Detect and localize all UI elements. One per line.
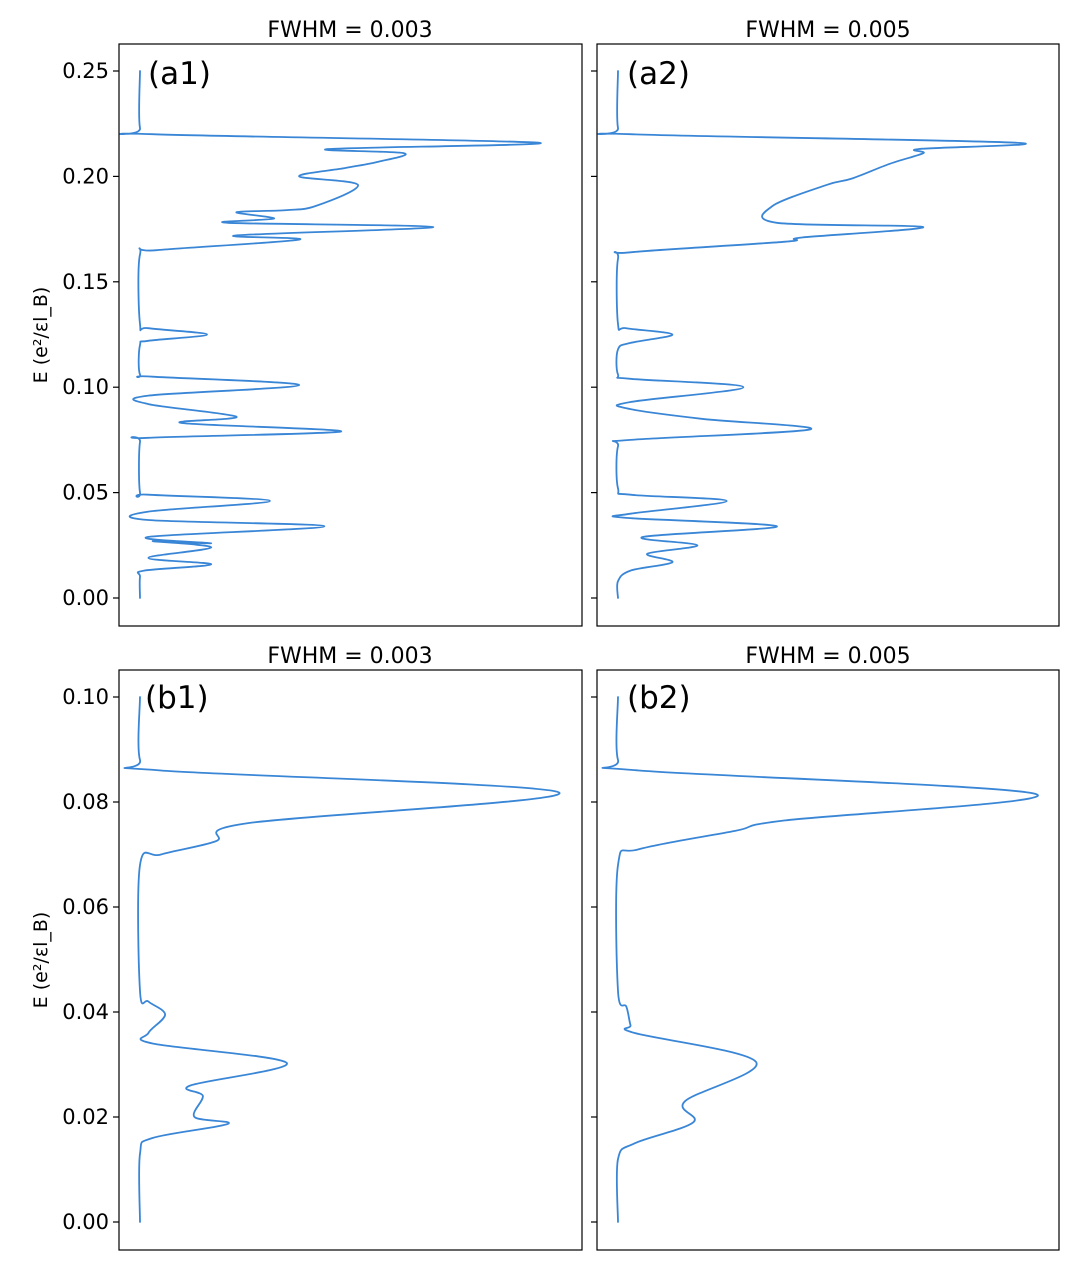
y-tick-label: 0.04 <box>62 1000 109 1024</box>
panel-b2-label: (b2) <box>627 680 691 716</box>
panel-b1-y-ticks: 0.00 0.02 0.04 0.06 0.08 0.10 <box>62 685 119 1234</box>
panel-a2: FWHM = 0.005 (a2) <box>591 18 1060 627</box>
panel-a2-y-ticks <box>591 70 597 599</box>
panel-a2-title: FWHM = 0.005 <box>745 18 910 43</box>
panel-b2: FWHM = 0.005 (b2) <box>591 644 1060 1251</box>
y-tick-label: 0.20 <box>62 164 109 188</box>
panel-b2-frame <box>596 669 1060 1251</box>
panel-b2-dos-curve <box>601 696 1039 1223</box>
y-tick-label: 0.10 <box>62 685 109 709</box>
y-tick-label: 0.25 <box>62 59 109 83</box>
panel-b2-y-ticks <box>591 696 597 1223</box>
panel-b1-dos-curve <box>123 696 560 1223</box>
y-tick-label: 0.08 <box>62 790 109 814</box>
y-tick-label: 0.00 <box>62 1210 109 1234</box>
y-tick-label: 0.15 <box>62 270 109 294</box>
y-axis-label-top: E (e²/εl_B) <box>30 287 52 384</box>
panel-a1-y-ticks: 0.00 0.05 0.10 0.15 0.20 0.25 <box>62 59 119 610</box>
panel-a2-label: (a2) <box>627 56 690 92</box>
panel-a2-frame <box>596 43 1060 627</box>
y-tick-label: 0.02 <box>62 1105 109 1129</box>
panel-b1: FWHM = 0.003 (b1) 0.000.020.040.060.080.… <box>62 644 583 1251</box>
panel-a1: FWHM = 0.003 (a1) 0.000.050.100.150.200.… <box>62 18 583 627</box>
y-tick-label: 0.00 <box>62 586 109 610</box>
panel-a1-frame <box>118 43 583 627</box>
panel-a1-title: FWHM = 0.003 <box>267 18 432 43</box>
panel-b1-title: FWHM = 0.003 <box>267 644 432 669</box>
y-axis-label-bottom: E (e²/εl_B) <box>30 912 52 1009</box>
panel-b1-label: (b1) <box>145 680 209 716</box>
panel-a1-dos-curve <box>119 70 542 599</box>
y-tick-label: 0.10 <box>62 375 109 399</box>
y-tick-label: 0.05 <box>62 481 109 505</box>
panel-b1-frame <box>118 669 583 1251</box>
panel-a1-label: (a1) <box>148 56 211 92</box>
panel-b2-title: FWHM = 0.005 <box>745 644 910 669</box>
y-tick-label: 0.06 <box>62 895 109 919</box>
panel-a2-dos-curve <box>597 70 1027 599</box>
